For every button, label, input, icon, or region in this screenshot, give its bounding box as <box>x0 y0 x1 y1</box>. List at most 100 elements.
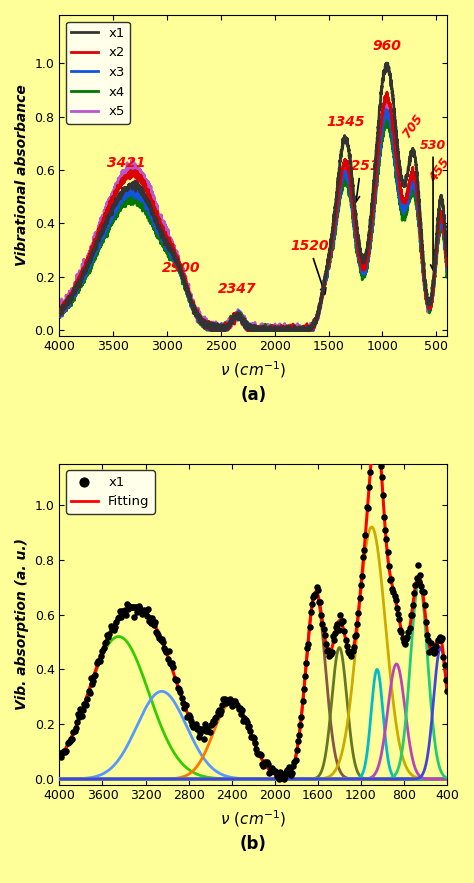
Point <box>85 684 92 698</box>
Point <box>274 768 282 782</box>
Point <box>239 714 247 728</box>
Point <box>141 603 148 617</box>
Point <box>241 711 248 725</box>
Point <box>335 623 342 638</box>
Y-axis label: Vibrational absorbance: Vibrational absorbance <box>15 85 29 266</box>
Point <box>324 643 332 657</box>
Point <box>71 723 78 737</box>
Point <box>420 585 428 599</box>
Point <box>313 580 320 594</box>
Point <box>262 754 269 768</box>
Point <box>58 746 65 760</box>
Point <box>68 732 76 746</box>
Point <box>218 704 225 718</box>
Point <box>398 624 405 638</box>
Point <box>254 746 261 760</box>
Point <box>128 600 136 614</box>
Point <box>157 633 164 647</box>
Point <box>379 488 387 502</box>
Point <box>111 620 119 634</box>
Point <box>347 649 355 663</box>
Point <box>196 726 204 740</box>
Point <box>327 646 334 660</box>
Point <box>191 719 198 733</box>
Point <box>359 550 367 564</box>
Point <box>221 692 228 706</box>
Point <box>434 633 441 647</box>
Point <box>116 604 124 618</box>
Point <box>255 747 262 761</box>
Text: 1520: 1520 <box>290 239 328 294</box>
Point <box>167 657 175 671</box>
Point <box>223 694 231 708</box>
Point <box>299 694 306 708</box>
Point <box>206 725 213 739</box>
Point <box>130 610 137 624</box>
Point <box>215 703 223 717</box>
Point <box>226 695 233 709</box>
Point <box>203 721 211 736</box>
Point <box>388 582 396 596</box>
Point <box>182 698 190 712</box>
Point <box>96 653 104 668</box>
Text: 455: 455 <box>427 156 452 185</box>
Point <box>266 765 274 779</box>
Point <box>326 649 333 663</box>
Point <box>270 764 277 778</box>
Point <box>122 608 129 622</box>
Point <box>235 702 242 716</box>
Point <box>108 622 116 636</box>
Point <box>117 609 125 623</box>
Point <box>442 673 449 687</box>
Point <box>334 617 341 631</box>
Point <box>311 588 319 602</box>
Point <box>234 698 241 712</box>
Point <box>103 628 111 642</box>
Point <box>393 601 401 615</box>
Point <box>188 718 196 732</box>
Point <box>77 702 84 716</box>
Point <box>357 578 365 592</box>
Point <box>421 599 428 613</box>
Text: 2347: 2347 <box>218 282 256 296</box>
Point <box>273 769 281 783</box>
Point <box>88 677 96 691</box>
Point <box>315 595 323 609</box>
X-axis label: $\nu$ $(cm^{-1})$: $\nu$ $(cm^{-1})$ <box>220 808 286 828</box>
Point <box>193 721 201 736</box>
Point <box>346 645 353 660</box>
Point <box>106 627 113 641</box>
Point <box>356 592 364 606</box>
Point <box>320 623 328 637</box>
Point <box>95 654 103 668</box>
Point <box>343 638 351 653</box>
Point <box>307 605 315 619</box>
Point <box>364 501 372 515</box>
Point <box>424 633 432 647</box>
Point <box>271 764 278 778</box>
Point <box>286 764 293 778</box>
Point <box>427 636 434 650</box>
Point <box>187 713 195 728</box>
Point <box>158 632 165 646</box>
Point <box>131 600 139 614</box>
Point <box>165 644 173 658</box>
Point <box>316 595 324 609</box>
Point <box>300 682 308 696</box>
Point <box>202 724 210 738</box>
Point <box>244 721 252 735</box>
Point <box>367 449 375 463</box>
Point <box>443 683 451 698</box>
Point <box>205 724 212 738</box>
Point <box>373 419 381 433</box>
Point <box>245 720 253 734</box>
Point <box>72 721 80 735</box>
Point <box>423 629 431 643</box>
Point <box>78 709 85 723</box>
Point <box>150 618 157 632</box>
Point <box>155 628 162 642</box>
Point <box>213 710 220 724</box>
X-axis label: $\nu$ $(cm^{-1})$: $\nu$ $(cm^{-1})$ <box>220 359 286 380</box>
Point <box>144 601 152 615</box>
Point <box>283 763 291 777</box>
